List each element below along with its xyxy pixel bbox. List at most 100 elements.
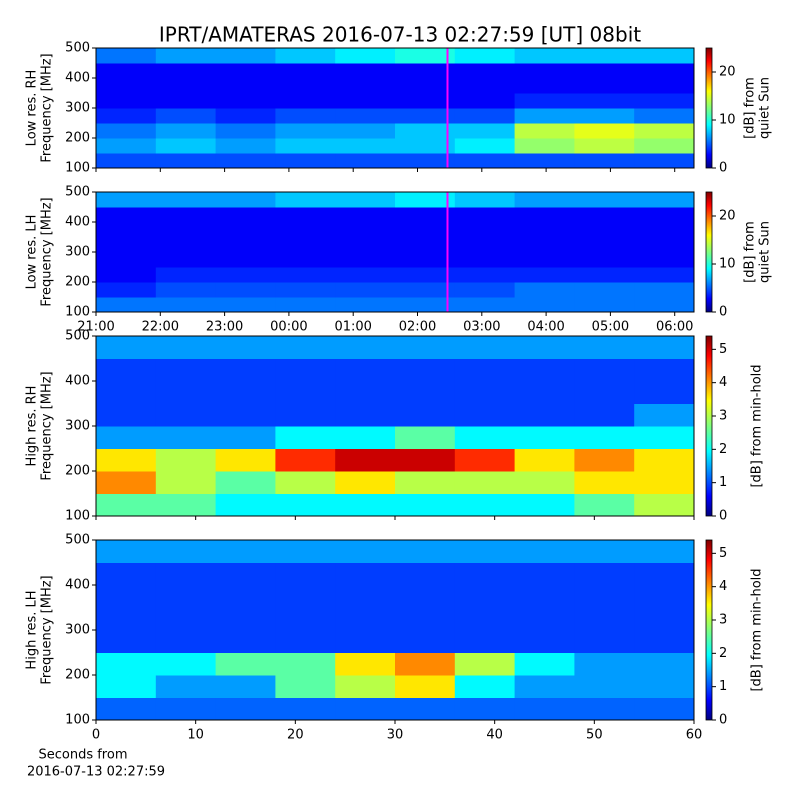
heatmap-cell [454, 381, 516, 404]
x-axis-label: 2016-07-13 02:27:59 [27, 765, 165, 780]
heatmap-cell [155, 448, 217, 472]
heatmap-cell [574, 358, 635, 382]
heatmap-cell [634, 358, 695, 382]
colorbar-tick-label: 1 [719, 679, 727, 694]
y-tick-label: 500 [65, 41, 90, 56]
heatmap-cell [215, 540, 276, 563]
heatmap-cell [155, 358, 217, 382]
heatmap-cell [574, 697, 635, 721]
y-axis-label: Frequency [MHz] [40, 371, 55, 480]
heatmap-cell [335, 93, 396, 109]
heatmap-cell [395, 358, 456, 382]
heatmap-cell [574, 222, 635, 238]
heatmap-cell [574, 471, 635, 494]
heatmap-cell [275, 93, 336, 109]
heatmap-cell [155, 138, 217, 154]
heatmap-cell [454, 562, 516, 586]
heatmap-cell [155, 48, 217, 64]
heatmap-cell [574, 630, 635, 653]
heatmap-cell [395, 93, 456, 109]
heatmap-cell [335, 138, 396, 154]
heatmap-cell [335, 267, 396, 283]
heatmap-cell [155, 493, 217, 517]
y-tick-label: 400 [65, 71, 90, 86]
heatmap-cell [634, 153, 695, 169]
heatmap-cell [514, 493, 575, 517]
heatmap-cell [634, 78, 695, 94]
heatmap-cell [215, 297, 276, 313]
heatmap-cell [215, 108, 276, 124]
heatmap-cell [634, 493, 695, 517]
heatmap-cell [155, 630, 217, 653]
heatmap-cell [335, 336, 396, 359]
heatmap-cell [454, 403, 516, 427]
heatmap-cell [634, 108, 695, 124]
heatmap-cell [574, 108, 635, 124]
heatmap-cell [335, 697, 396, 721]
heatmap-cell [514, 675, 575, 698]
heatmap-cell [155, 108, 217, 124]
heatmap-cell [335, 381, 396, 404]
heatmap-cell [275, 153, 336, 169]
heatmap-cell [454, 336, 516, 359]
heatmap-cell [275, 138, 336, 154]
heatmap-cell [634, 252, 695, 268]
heatmap-cell [395, 493, 456, 517]
colorbar-label: quiet Sun [758, 77, 773, 139]
x-tick-label: 01:00 [334, 320, 371, 335]
heatmap-cell [574, 48, 635, 64]
y-tick-label: 300 [65, 623, 90, 638]
heatmap-cell [96, 426, 157, 449]
heatmap-cell [395, 153, 456, 169]
y-tick-label: 300 [65, 419, 90, 434]
colorbar [705, 539, 713, 721]
heatmap-cell [634, 222, 695, 238]
heatmap-cell [395, 562, 456, 586]
heatmap-cell [215, 652, 276, 676]
colorbar-tick-label: 5 [719, 342, 727, 357]
heatmap-cell [155, 336, 217, 359]
heatmap-cell [335, 630, 396, 653]
heatmap-cell [335, 358, 396, 382]
heatmap-cell [155, 297, 217, 313]
heatmap-cell [335, 252, 396, 268]
heatmap-cell [275, 630, 336, 653]
heatmap-cell [215, 267, 276, 283]
heatmap-cell [395, 192, 456, 208]
heatmap-cell [96, 297, 157, 313]
y-tick-label: 100 [65, 161, 90, 176]
heatmap-cell [215, 630, 276, 653]
heatmap-cell [514, 78, 575, 94]
heatmap-cell [96, 252, 157, 268]
heatmap-cell [155, 697, 217, 721]
y-axis-label: High res. LH [25, 590, 40, 669]
heatmap-cell [155, 237, 217, 253]
heatmap-cell [514, 336, 575, 359]
x-tick-label: 50 [586, 728, 603, 743]
y-tick-label: 100 [65, 509, 90, 524]
heatmap-cell [514, 403, 575, 427]
heatmap-cell [96, 675, 157, 698]
heatmap-cell [275, 237, 336, 253]
heatmap-cell [395, 267, 456, 283]
heatmap-cell [96, 48, 157, 64]
y-axis-label: Low res. RH [25, 70, 40, 147]
heatmap-cell [155, 93, 217, 109]
heatmap-cell [215, 93, 276, 109]
heatmap-cell [275, 585, 336, 608]
heatmap-cell [514, 138, 575, 154]
heatmap-cell [454, 108, 516, 124]
heatmap-cell [514, 282, 575, 298]
y-tick-label: 300 [65, 245, 90, 260]
heatmap-cell [634, 48, 695, 64]
heatmap-cell [574, 381, 635, 404]
heatmap-cell [215, 607, 276, 631]
heatmap-cell [96, 123, 157, 139]
heatmap-cell [155, 222, 217, 238]
heatmap-cell [335, 493, 396, 517]
heatmap-cell [454, 426, 516, 449]
heatmap-cell [454, 675, 516, 698]
heatmap-cell [514, 607, 575, 631]
heatmap-cell [155, 471, 217, 494]
heatmap-cell [96, 562, 157, 586]
